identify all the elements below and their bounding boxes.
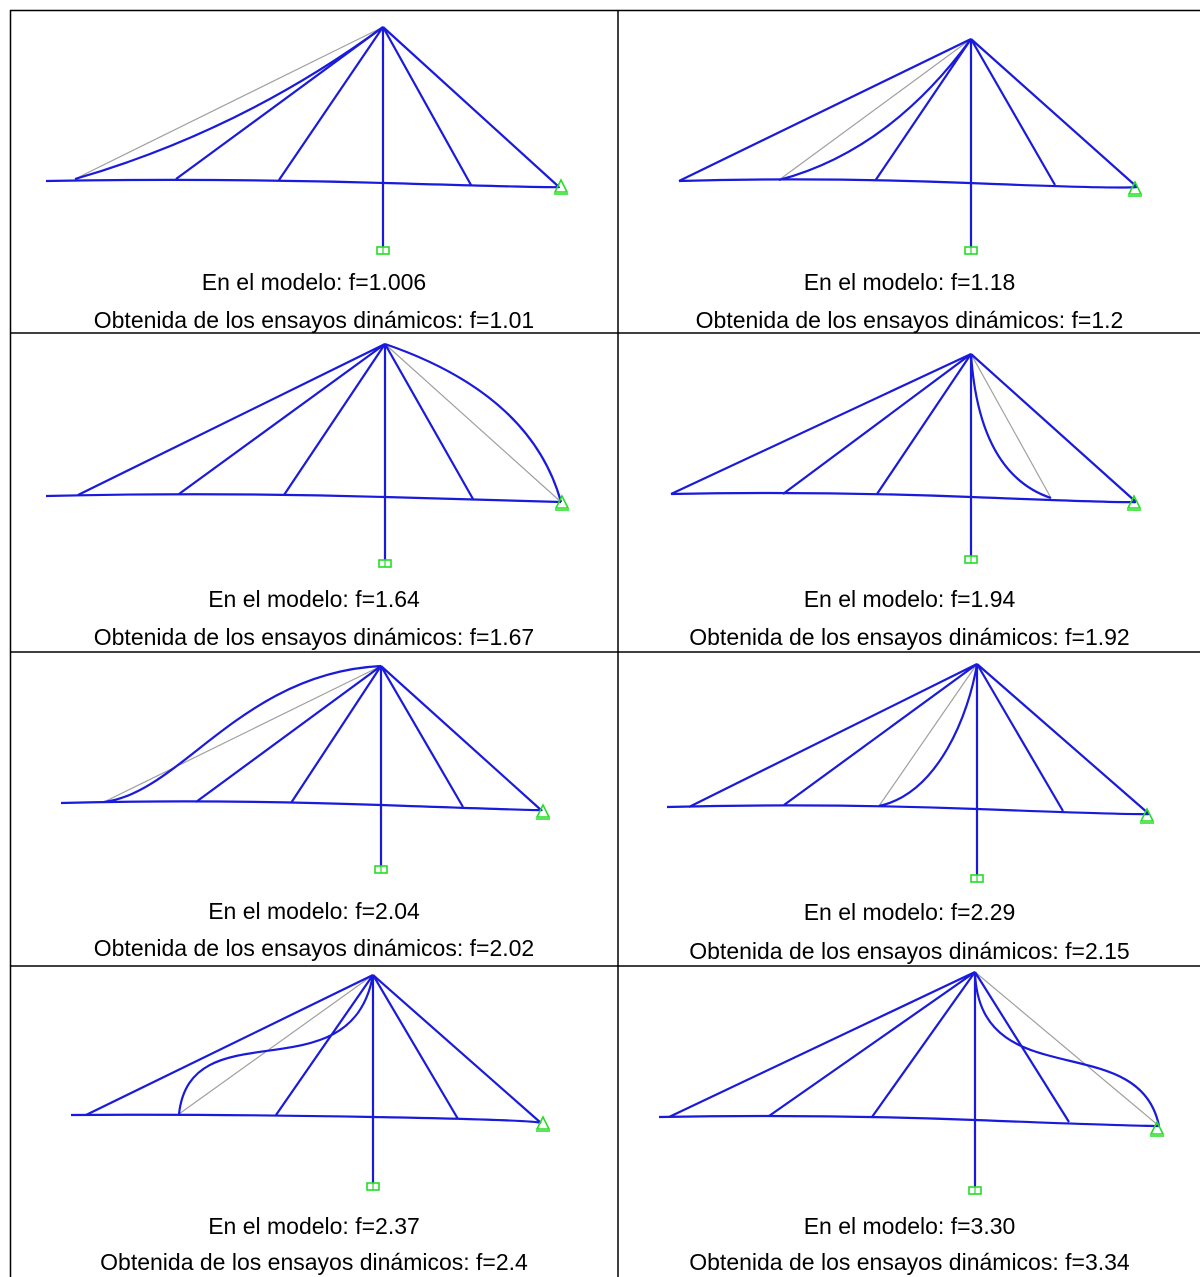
cable-line <box>784 664 977 805</box>
cable-line <box>381 666 541 810</box>
test-frequency-label: Obtenida de los ensayos dinámicos: f=1.2 <box>619 305 1200 335</box>
cable-line <box>291 666 381 803</box>
cable-line <box>78 344 385 495</box>
model-frequency-label: En el modelo: f=2.37 <box>11 1211 617 1241</box>
cable-line <box>385 344 473 499</box>
cable-line <box>373 975 541 1123</box>
cable-line <box>977 664 1149 814</box>
model-frequency-label: En el modelo: f=1.94 <box>619 584 1200 614</box>
mode-cell-4: En el modelo: f=1.94 Obtenida de los ens… <box>619 334 1200 651</box>
deck-line <box>667 805 1149 814</box>
deck-line <box>61 801 542 810</box>
undeformed-cable <box>879 664 977 806</box>
deck-line <box>71 1115 541 1123</box>
cable-line <box>783 354 971 494</box>
test-frequency-label: Obtenida de los ensayos dinámicos: f=1.0… <box>11 305 617 335</box>
mode-cell-8: En el modelo: f=3.30 Obtenida de los ens… <box>619 967 1200 1277</box>
test-frequency-label: Obtenida de los ensayos dinámicos: f=2.1… <box>619 936 1200 966</box>
model-frequency-label: En el modelo: f=1.006 <box>11 267 617 297</box>
cable-line <box>383 27 559 187</box>
cable-line <box>872 972 975 1117</box>
cable-line <box>679 39 971 181</box>
undeformed-cable <box>104 666 381 802</box>
undeformed-cable <box>75 27 383 179</box>
mode-cell-1: En el modelo: f=1.006 Obtenida de los en… <box>11 11 617 332</box>
cable-line <box>977 664 1063 811</box>
model-frequency-label: En el modelo: f=1.64 <box>11 584 617 614</box>
model-frequency-label: En el modelo: f=3.30 <box>619 1211 1200 1241</box>
mode-cell-7: En el modelo: f=2.37 Obtenida de los ens… <box>11 967 617 1277</box>
test-frequency-label: Obtenida de los ensayos dinámicos: f=2.0… <box>11 933 617 963</box>
undeformed-cable <box>385 344 561 502</box>
deck-line <box>679 179 1137 187</box>
cable-line <box>279 27 383 180</box>
undeformed-cable <box>971 354 1051 498</box>
model-frequency-label: En el modelo: f=1.18 <box>619 267 1200 297</box>
deck-line <box>46 494 561 502</box>
cable-line <box>373 975 458 1119</box>
cable-line <box>383 27 471 185</box>
cable-line <box>971 354 1136 502</box>
cable-line <box>971 39 1055 185</box>
mode-cell-3: En el modelo: f=1.64 Obtenida de los ens… <box>11 334 617 651</box>
model-frequency-label: En el modelo: f=2.29 <box>619 897 1200 927</box>
test-frequency-label: Obtenida de los ensayos dinámicos: f=3.3… <box>619 1247 1200 1277</box>
cable-line <box>875 39 971 181</box>
cable-line <box>769 972 975 1116</box>
model-frequency-label: En el modelo: f=2.04 <box>11 896 617 926</box>
undeformed-cable <box>975 972 1159 1126</box>
cable-line <box>671 354 971 494</box>
cable-line <box>179 344 385 494</box>
test-frequency-label: Obtenida de los ensayos dinámicos: f=1.9… <box>619 622 1200 652</box>
deck-line <box>659 1116 1159 1126</box>
mode-cell-5: En el modelo: f=2.04 Obtenida de los ens… <box>11 653 617 965</box>
cable-line <box>971 39 1137 187</box>
mode-cell-6: En el modelo: f=2.29 Obtenida de los ens… <box>619 653 1200 965</box>
test-frequency-label: Obtenida de los ensayos dinámicos: f=2.4 <box>11 1247 617 1277</box>
cable-line <box>669 972 975 1117</box>
undeformed-cable <box>179 975 373 1114</box>
cable-line <box>381 666 463 807</box>
mode-cell-2: En el modelo: f=1.18 Obtenida de los ens… <box>619 11 1200 332</box>
undeformed-cable <box>779 39 971 180</box>
deck-line <box>671 493 1136 502</box>
deck-line <box>46 180 559 187</box>
cable-line <box>276 975 373 1115</box>
cable-line <box>284 344 385 495</box>
cable-line <box>196 666 381 802</box>
cable-line <box>86 975 373 1115</box>
cable-line <box>689 664 977 807</box>
test-frequency-label: Obtenida de los ensayos dinámicos: f=1.6… <box>11 622 617 652</box>
